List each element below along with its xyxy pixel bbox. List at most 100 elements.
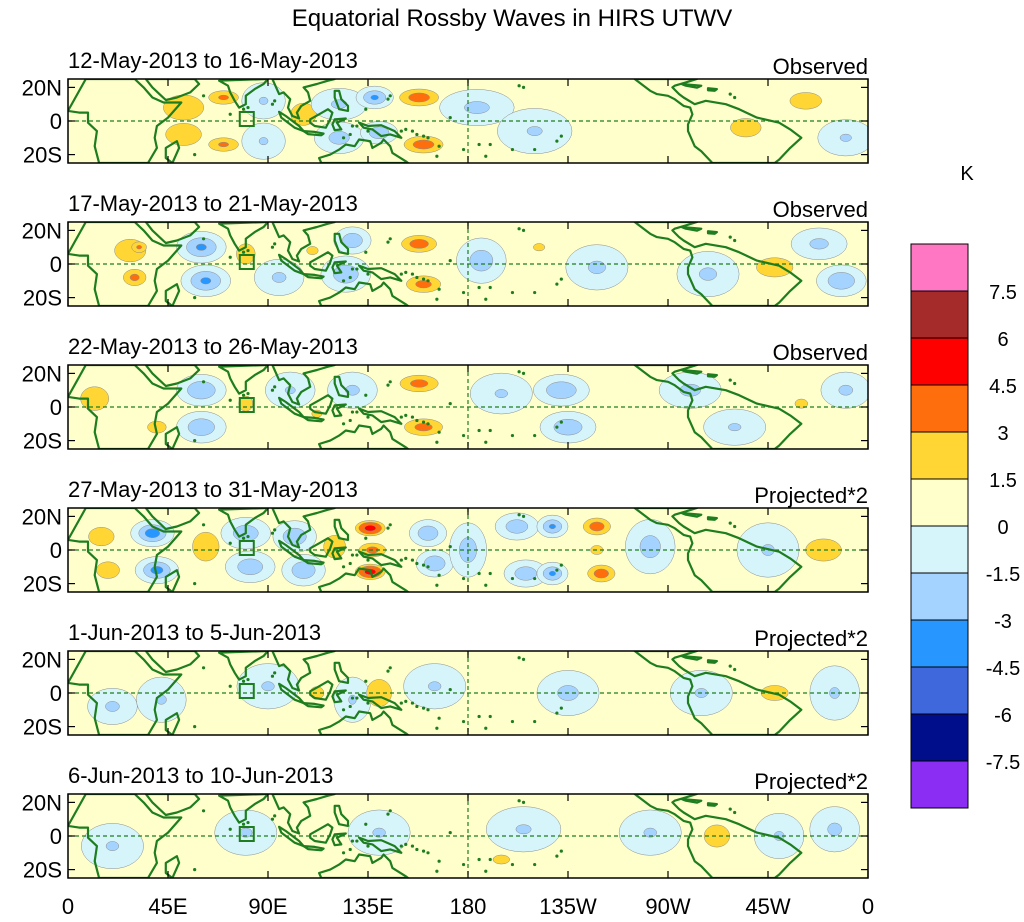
y-tick-label: 20N <box>22 647 62 672</box>
island <box>273 242 277 246</box>
island <box>484 869 488 873</box>
island <box>201 380 206 384</box>
panel-date-label: 22-May-2013 to 26-May-2013 <box>68 334 358 359</box>
anomaly-contour <box>623 237 668 264</box>
anomaly-contour <box>200 277 212 285</box>
island <box>728 235 732 239</box>
coastline <box>680 225 703 232</box>
island <box>388 523 392 527</box>
colorbar-tick-label: -6 <box>994 705 1012 727</box>
anomaly-contour <box>809 238 829 250</box>
island <box>270 674 275 678</box>
region-box <box>238 683 255 699</box>
island <box>386 526 390 530</box>
anomaly-contour <box>129 273 140 282</box>
x-tick-label: 90E <box>248 894 287 919</box>
anomaly-contour <box>643 827 657 838</box>
island <box>421 277 426 281</box>
colorbar: K 7.5 6 4.5 3 1.5 0 -1.5 -3 -4.5 -6 -7.5 <box>910 163 1020 809</box>
coastline <box>680 654 703 661</box>
island <box>477 285 481 290</box>
island <box>448 688 452 692</box>
anomaly-contour <box>195 243 207 251</box>
island <box>404 842 408 846</box>
coastline <box>309 394 334 415</box>
coastline <box>302 559 325 566</box>
y-tick-label: 20S <box>23 858 62 883</box>
coastline <box>271 79 336 120</box>
coastline <box>144 651 201 674</box>
anomaly-contour <box>258 137 269 146</box>
coastline <box>318 138 410 163</box>
island <box>488 714 492 719</box>
island <box>270 245 275 249</box>
coastlines <box>68 365 803 449</box>
coastline <box>68 365 183 449</box>
island <box>246 534 250 539</box>
island <box>246 677 250 682</box>
island <box>355 696 359 700</box>
panel-type-label: Observed <box>773 54 868 79</box>
island <box>350 124 355 128</box>
island <box>386 383 390 387</box>
island <box>366 701 370 705</box>
panel-1: 12-May-2013 to 16-May-2013 Observed20N020… <box>22 48 869 168</box>
island <box>488 285 492 290</box>
anomaly-contour <box>412 139 435 150</box>
anomaly-field: 20N 0 20S <box>22 75 869 168</box>
anomaly-contour <box>423 819 468 853</box>
island <box>399 558 403 562</box>
coastline <box>318 853 410 878</box>
coastline <box>164 283 181 306</box>
island <box>533 862 537 867</box>
island <box>415 847 419 852</box>
island <box>510 433 515 438</box>
coastlines <box>68 651 803 735</box>
coastline <box>271 508 336 549</box>
coastline <box>633 651 803 735</box>
island <box>241 822 246 826</box>
island <box>410 129 415 133</box>
x-tick-label: 135W <box>539 894 597 919</box>
island <box>437 144 441 148</box>
y-tick-label: 20N <box>22 361 62 386</box>
coastline <box>218 365 270 395</box>
island <box>355 839 359 843</box>
panel-type-label: Observed <box>773 197 868 222</box>
anomaly-contour <box>258 96 269 105</box>
colorbar-swatch <box>910 666 969 715</box>
island <box>348 132 352 137</box>
coastline <box>164 140 181 163</box>
anomaly-contour <box>533 243 546 252</box>
coastline <box>68 651 183 735</box>
colorbar-swatch <box>910 572 969 621</box>
coastline <box>164 712 181 735</box>
island <box>270 388 275 392</box>
island <box>437 573 441 577</box>
anomaly-contour <box>546 381 577 399</box>
island <box>193 582 197 586</box>
island <box>350 839 355 843</box>
coastline <box>271 222 336 263</box>
island <box>399 272 403 276</box>
island <box>448 402 452 406</box>
island <box>273 385 277 389</box>
anomaly-contour <box>494 389 508 398</box>
anomaly-contour <box>271 272 287 283</box>
island <box>559 134 563 138</box>
anomaly-contour <box>306 246 319 255</box>
anomaly-contour <box>165 123 202 146</box>
island <box>477 428 481 433</box>
coastline <box>164 855 181 878</box>
coastline <box>271 365 336 406</box>
island <box>410 415 415 419</box>
y-tick-label: 0 <box>50 109 62 134</box>
coastline <box>706 516 718 521</box>
island <box>246 820 250 825</box>
colorbar-tick-label: 4.5 <box>989 376 1017 398</box>
island <box>426 422 430 426</box>
island <box>399 844 403 848</box>
coastline <box>333 232 350 255</box>
y-tick-label: 20N <box>22 504 62 529</box>
